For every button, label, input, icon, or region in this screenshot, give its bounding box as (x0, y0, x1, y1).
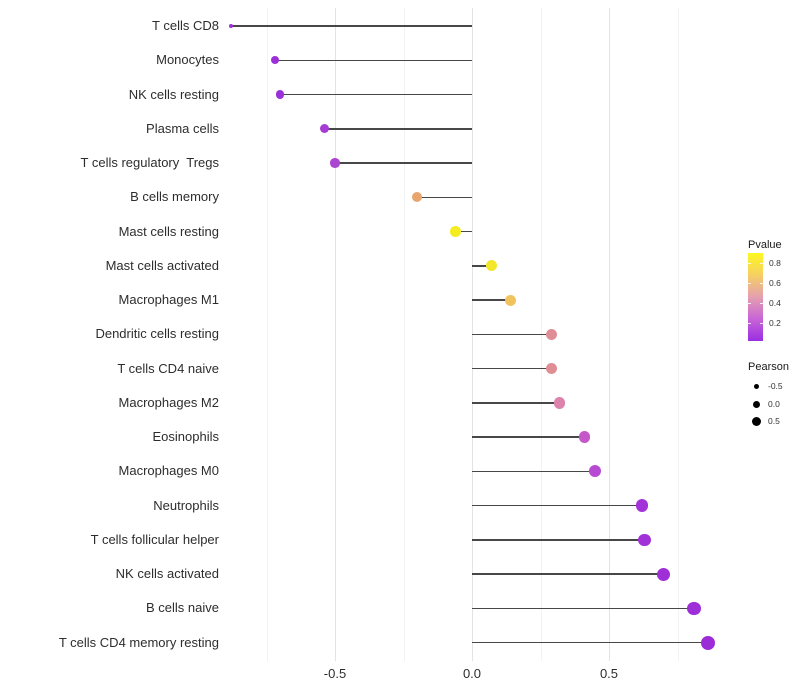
pearson-size-dot (752, 400, 760, 408)
pvalue-colorbar-tick-mark (760, 283, 763, 285)
lollipop-dot (485, 260, 497, 272)
pvalue-legend-title: Pvalue (748, 239, 782, 251)
lollipop-dot (553, 397, 566, 409)
lollipop-dot (270, 56, 279, 65)
y-axis-label: B cells memory (130, 189, 219, 205)
pvalue-colorbar-tick-mark (748, 283, 751, 285)
x-major-gridline (335, 8, 336, 661)
y-axis-label: T cells follicular helper (90, 531, 219, 547)
lollipop-stem (324, 128, 472, 130)
lollipop-dot (228, 23, 234, 29)
x-major-gridline (609, 8, 610, 661)
y-axis-label: Plasma cells (146, 120, 219, 136)
y-axis-label: NK cells activated (115, 566, 219, 582)
lollipop-stem (335, 162, 472, 164)
lollipop-stem (230, 25, 472, 27)
lollipop-stem (472, 470, 596, 473)
lollipop-dot (700, 635, 715, 650)
pvalue-colorbar-tick-mark (760, 263, 763, 265)
pvalue-colorbar-tick-mark (748, 263, 751, 265)
x-axis-tick-label: -0.5 (323, 666, 347, 681)
y-axis-label: Mast cells activated (105, 257, 219, 273)
lollipop-stem (472, 265, 492, 267)
y-axis-label: Macrophages M2 (118, 394, 219, 410)
x-minor-gridline (266, 8, 268, 661)
pvalue-colorbar-tick-label: 0.6 (769, 278, 781, 289)
lollipop-stem (274, 59, 472, 61)
pearson-size-label: -0.5 (768, 381, 783, 392)
lollipop-stem (472, 367, 552, 370)
y-axis-label: T cells CD4 naive (117, 360, 219, 376)
x-axis-tick-label: 0.5 (599, 666, 619, 681)
lollipop-dot (545, 363, 557, 375)
lollipop-stem (472, 402, 560, 404)
pearson-size-dot (753, 383, 759, 389)
pearson-size-label: 0.5 (768, 416, 780, 427)
lollipop-dot (450, 226, 461, 237)
pvalue-colorbar-tick-mark (748, 303, 751, 305)
x-minor-gridline (403, 8, 405, 661)
lollipop-stem (472, 573, 664, 575)
y-axis-label: Dendritic cells resting (95, 326, 219, 342)
pearson-size-dot (751, 416, 761, 426)
y-axis-label: B cells naive (146, 600, 219, 616)
y-axis-label: NK cells resting (128, 86, 219, 102)
x-minor-gridline (677, 8, 679, 661)
pvalue-colorbar-tick-label: 0.2 (769, 318, 781, 329)
lollipop-stem (472, 641, 708, 644)
lollipop-stem (455, 230, 472, 233)
pvalue-colorbar-tick-mark (760, 303, 763, 305)
pearson-legend-title: Pearson (748, 361, 789, 373)
pvalue-colorbar-tick-mark (748, 323, 751, 325)
lollipop-stem (472, 607, 694, 610)
lollipop-stem (472, 436, 585, 438)
lollipop-dot (330, 158, 340, 168)
y-axis-label: T cells regulatory Tregs (80, 155, 219, 171)
y-axis-label: Mast cells resting (118, 223, 219, 239)
lollipop-dot (275, 90, 285, 99)
pvalue-colorbar (748, 253, 763, 341)
lollipop-stem (280, 93, 472, 96)
y-axis-label: Neutrophils (153, 497, 219, 513)
y-axis-label: Eosinophils (152, 429, 220, 445)
x-axis-tick-label: 0.0 (462, 666, 482, 681)
y-axis-label: Monocytes (156, 52, 219, 68)
pvalue-colorbar-tick-mark (760, 323, 763, 325)
lollipop-dot (412, 192, 423, 203)
y-axis-label: T cells CD4 memory resting (58, 634, 219, 650)
lollipop-dot (638, 533, 651, 547)
y-axis-label: Macrophages M0 (118, 463, 219, 479)
lollipop-stem (472, 539, 645, 541)
lollipop-stem (472, 333, 552, 336)
lollipop-dot (657, 567, 671, 581)
pvalue-colorbar-tick-label: 0.8 (769, 258, 781, 269)
y-axis-label: T cells CD8 (152, 18, 219, 33)
lollipop-stem (417, 196, 472, 199)
lollipop-stem (472, 504, 642, 507)
lollipop-dot (687, 601, 701, 616)
y-axis-label: Macrophages M1 (118, 292, 219, 308)
lollipop-dot (545, 328, 557, 340)
lollipop-dot (635, 499, 649, 512)
lollipop-dot (589, 465, 602, 478)
lollipop-stem (472, 299, 511, 301)
pearson-size-label: 0.0 (768, 399, 780, 409)
lollipop-dot (504, 294, 516, 306)
lollipop-dot (578, 431, 591, 443)
pvalue-colorbar-tick-label: 0.4 (769, 298, 781, 309)
lollipop-dot (319, 124, 329, 134)
